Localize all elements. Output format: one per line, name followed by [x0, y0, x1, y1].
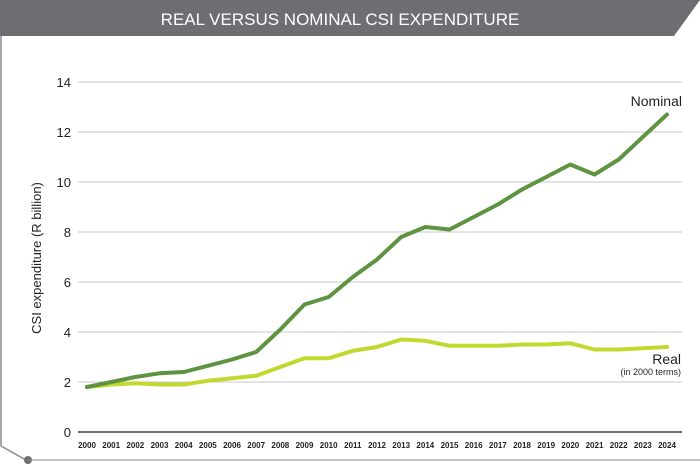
x-tick-label: 2016: [465, 441, 483, 450]
x-tick-label: 2007: [247, 441, 265, 450]
x-tick-label: 2015: [441, 441, 459, 450]
x-tick-label: 2019: [537, 441, 555, 450]
frame-corner-line: [0, 445, 27, 461]
x-tick-label: 2008: [271, 441, 289, 450]
x-tick-label: 2002: [126, 441, 144, 450]
y-tick-label: 8: [64, 225, 71, 240]
legend-real-sublabel: (in 2000 terms): [620, 367, 681, 377]
y-tick-label: 14: [57, 75, 71, 90]
x-tick-label: 2012: [368, 441, 386, 450]
legend-real-label: Real: [652, 351, 681, 367]
x-tick-label: 2011: [344, 441, 362, 450]
x-tick-label: 2009: [296, 441, 314, 450]
chart-title: REAL VERSUS NOMINAL CSI EXPENDITURE: [161, 10, 520, 29]
x-tick-label: 2006: [223, 441, 241, 450]
x-tick-label: 2018: [513, 441, 531, 450]
x-tick-label: 2010: [320, 441, 338, 450]
x-tick-label: 2022: [610, 441, 628, 450]
nominal-line: [85, 112, 669, 389]
y-tick-labels: 0 2 4 6 8 10 12 14: [57, 75, 71, 440]
x-tick-label: 2000: [78, 441, 96, 450]
real-line: [85, 337, 669, 389]
grid-layer: [78, 81, 682, 433]
x-tick-labels: 2000 2001 2002 2003 2004 2005 2006 2007 2008 2009…: [78, 441, 676, 450]
legend-nominal-label: Nominal: [631, 93, 682, 109]
x-tick-label: 2005: [199, 441, 217, 450]
y-tick-label: 10: [57, 175, 71, 190]
x-tick-label: 2004: [175, 441, 193, 450]
y-tick-label: 0: [64, 425, 71, 440]
y-tick-label: 12: [57, 125, 71, 140]
x-tick-label: 2003: [151, 441, 169, 450]
x-tick-label: 2013: [392, 441, 410, 450]
y-tick-label: 4: [64, 325, 71, 340]
x-tick-label: 2023: [634, 441, 652, 450]
y-axis-label: CSI expenditure (R billion): [29, 182, 44, 334]
x-tick-label: 2017: [489, 441, 507, 450]
x-tick-label: 2001: [102, 441, 120, 450]
series-layer: [85, 112, 669, 389]
y-tick-label: 2: [64, 375, 71, 390]
y-tick-label: 6: [64, 275, 71, 290]
x-tick-label: 2021: [586, 441, 604, 450]
x-tick-label: 2024: [658, 441, 676, 450]
header-banner: [0, 0, 700, 36]
x-tick-label: 2014: [416, 441, 434, 450]
x-tick-label: 2020: [561, 441, 579, 450]
